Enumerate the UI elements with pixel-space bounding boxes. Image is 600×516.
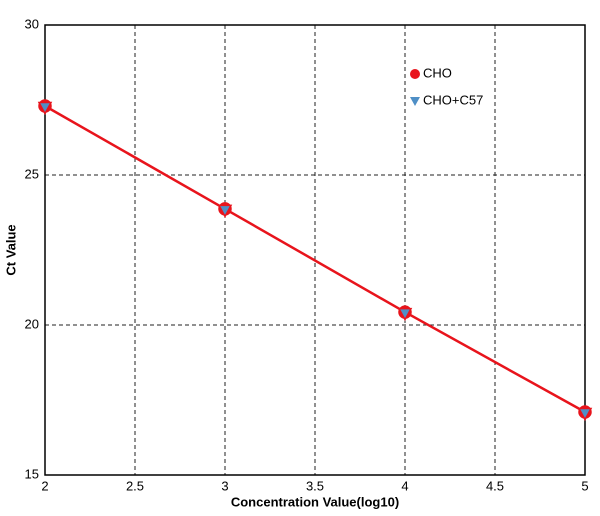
- legend-label: CHO: [423, 65, 452, 80]
- y-tick-label: 15: [25, 466, 39, 481]
- legend-marker: [410, 97, 420, 106]
- point: [37, 101, 53, 116]
- fit-line: [44, 104, 586, 414]
- x-axis-label: Concentration Value(log10): [231, 494, 399, 509]
- point: [217, 204, 233, 218]
- legend-label: CHO+C57: [423, 92, 483, 107]
- x-tick-label: 5: [581, 478, 588, 493]
- y-tick-label: 30: [25, 16, 39, 31]
- legend-marker: [410, 69, 420, 79]
- x-tick-label: 2.5: [126, 478, 144, 493]
- x-tick-label: 4: [401, 478, 408, 493]
- plot-frame: [44, 24, 586, 476]
- point: [577, 407, 593, 422]
- y-tick-label: 25: [25, 166, 39, 181]
- y-axis-label: Ct Value: [3, 224, 18, 275]
- x-tick-label: 3.5: [306, 478, 324, 493]
- y-tick-label: 20: [25, 316, 39, 331]
- point: [397, 307, 413, 322]
- x-tick-label: 4.5: [486, 478, 504, 493]
- x-tick-label: 2: [41, 478, 48, 493]
- x-tick-label: 3: [221, 478, 228, 493]
